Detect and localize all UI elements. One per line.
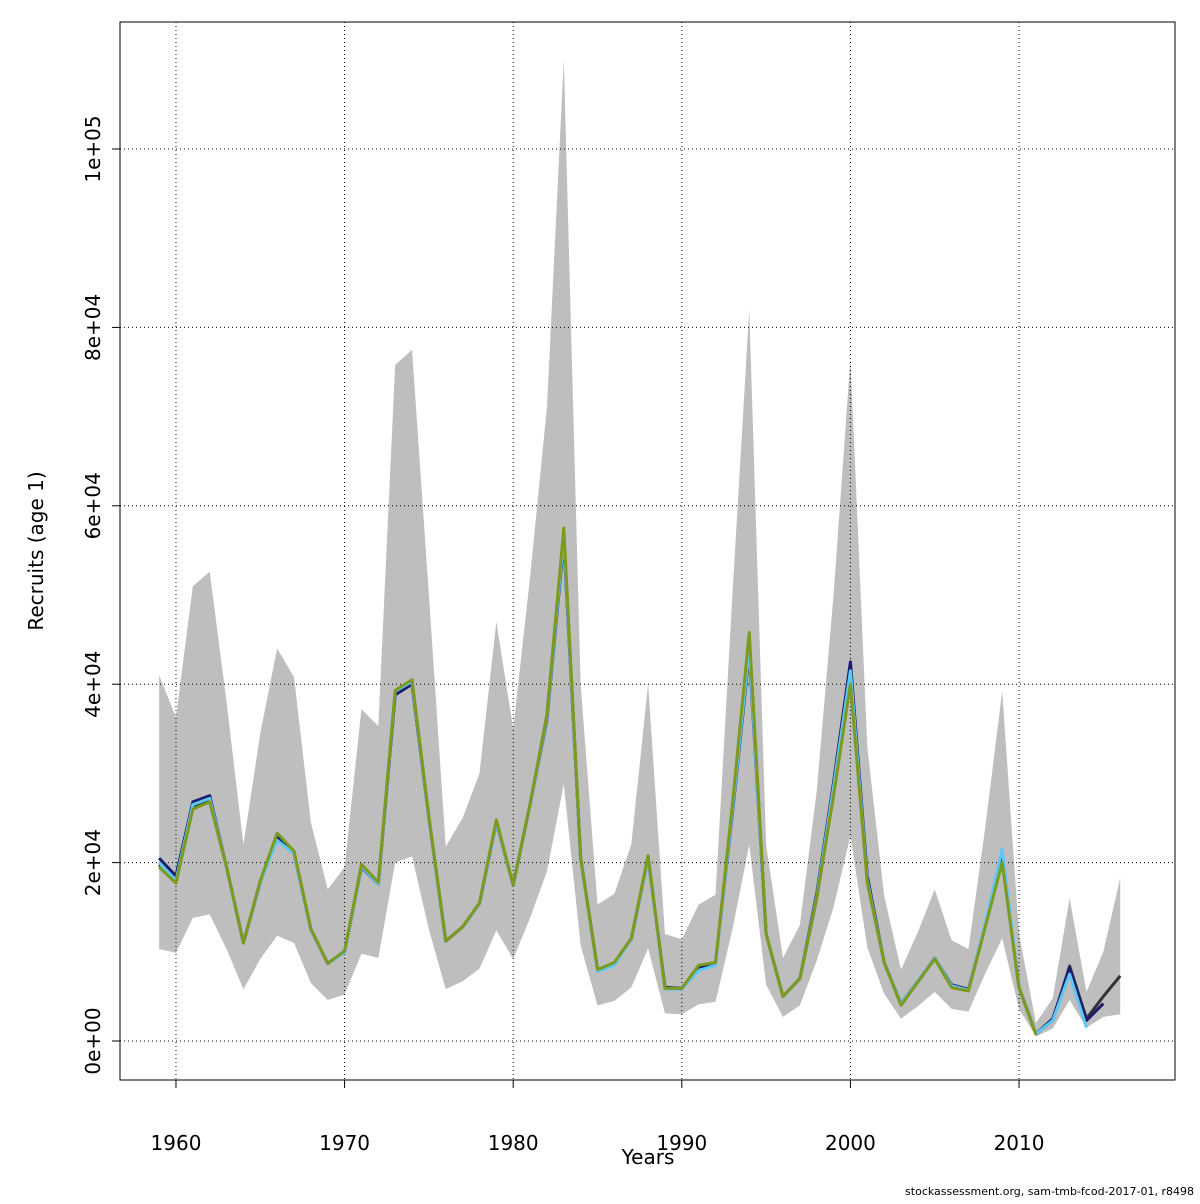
y-tick-label: 1e+05 [81, 115, 105, 182]
x-tick-label: 2010 [994, 1131, 1045, 1155]
x-tick-label: 1970 [319, 1131, 370, 1155]
confidence-band [159, 59, 1121, 1037]
footer: stockassessment.org, sam-tmb-fcod-2017-0… [905, 1185, 1194, 1198]
plot-area [159, 59, 1121, 1037]
y-axis-title: Recruits (age 1) [24, 471, 48, 630]
y-tick-label: 4e+04 [81, 651, 105, 718]
y-tick-label: 8e+04 [81, 294, 105, 361]
x-tick-label: 1990 [656, 1131, 707, 1155]
y-tick-label: 2e+04 [81, 829, 105, 896]
plot-frame [119, 21, 1176, 1081]
x-axis-title: Years [621, 1145, 675, 1169]
x-tick-label: 2000 [825, 1131, 876, 1155]
x-tick-label: 1960 [151, 1131, 202, 1155]
series-line [158, 526, 1038, 1036]
y-tick-label: 0e+00 [81, 1007, 105, 1074]
x-tick-label: 1980 [488, 1131, 539, 1155]
y-tick-label: 6e+04 [81, 472, 105, 539]
